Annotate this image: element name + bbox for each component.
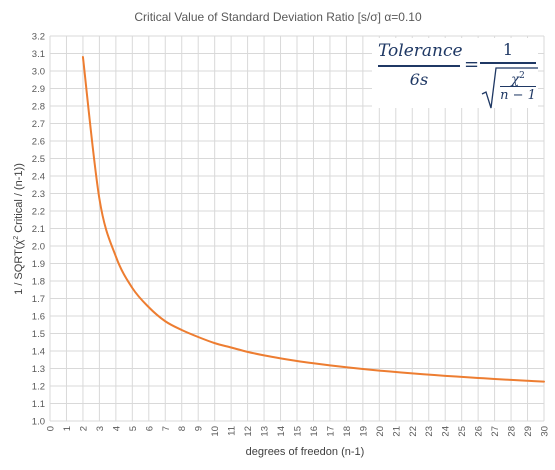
- x-tick-label: 16: [309, 426, 320, 437]
- y-tick-label: 3.2: [32, 32, 45, 43]
- y-tick-label: 1.0: [32, 417, 45, 428]
- y-tick-label: 1.2: [32, 382, 45, 393]
- y-tick-label: 1.1: [32, 399, 45, 410]
- x-tick-label: 8: [177, 426, 188, 431]
- x-tick-label: 0: [46, 426, 57, 431]
- x-tick-label: 29: [523, 426, 534, 437]
- x-tick-label: 25: [457, 426, 468, 437]
- x-tick-label: 10: [210, 426, 221, 437]
- formula-right-fraction: 1 χ2 n − 1: [480, 40, 538, 110]
- y-tick-label: 1.3: [32, 364, 45, 375]
- y-tick-label: 2.0: [32, 242, 45, 253]
- y-tick-label: 1.5: [32, 329, 45, 340]
- x-tick-label: 1: [62, 426, 73, 431]
- x-tick-label: 20: [375, 426, 386, 437]
- formula-n-minus-1: n − 1: [500, 87, 536, 103]
- x-axis-ticks: 0 1 2 3 4 5 6 7 8 9 10 11 12 13 14 15 16 17 18 19 20 21 22 23 24…: [46, 426, 551, 437]
- x-tick-label: 11: [227, 426, 238, 436]
- x-tick-label: 27: [490, 426, 501, 437]
- x-tick-label: 6: [144, 426, 155, 431]
- x-tick-label: 5: [128, 426, 139, 431]
- x-tick-label: 3: [95, 426, 106, 431]
- x-tick-label: 18: [342, 426, 353, 437]
- x-tick-label: 26: [474, 426, 485, 437]
- formula-left-fraction: Tolerance 6s: [378, 40, 463, 90]
- x-tick-label: 28: [507, 426, 518, 437]
- x-tick-label: 7: [161, 426, 172, 431]
- y-tick-label: 2.6: [32, 137, 45, 148]
- formula-inner-bar: [500, 85, 536, 87]
- y-tick-label: 3.0: [32, 67, 45, 78]
- x-tick-label: 30: [540, 426, 551, 437]
- x-tick-label: 23: [424, 426, 435, 437]
- y-tick-label: 2.3: [32, 189, 45, 200]
- y-tick-label: 2.7: [32, 119, 45, 130]
- x-tick-label: 14: [276, 426, 287, 437]
- y-axis-title-superscript: 2: [13, 236, 20, 240]
- x-tick-label: 21: [391, 426, 402, 437]
- x-tick-label: 22: [408, 426, 419, 437]
- y-tick-label: 1.7: [32, 294, 45, 305]
- formula-chi-squared: χ2: [500, 68, 536, 88]
- formula-6s: 6s: [409, 69, 429, 89]
- y-tick-label: 2.8: [32, 102, 45, 113]
- x-tick-label: 24: [441, 426, 452, 437]
- y-tick-label: 1.6: [32, 312, 45, 323]
- series-group: [81, 56, 545, 383]
- formula-right-bar: [480, 62, 536, 64]
- x-tick-label: 9: [194, 426, 205, 431]
- radical-sign-icon: [481, 66, 538, 108]
- x-tick-label: 13: [260, 426, 271, 437]
- x-tick-label: 4: [111, 426, 122, 431]
- gridlines: [49, 35, 545, 422]
- formula-one: 1: [502, 40, 514, 59]
- x-tick-label: 19: [358, 426, 369, 437]
- formula-chi-power: 2: [519, 70, 525, 81]
- y-tick-label: 2.1: [32, 224, 45, 235]
- y-tick-label: 1.4: [32, 347, 45, 358]
- y-tick-label: 1.8: [32, 277, 45, 288]
- x-tick-label: 17: [325, 426, 336, 437]
- x-tick-label: 15: [293, 426, 304, 437]
- y-axis-ticks: 1.0 1.1 1.2 1.3 1.4 1.5 1.6 1.7 1.8 1.9 2.0 2.1 2.2 2…: [32, 32, 45, 428]
- chart-title: Critical Value of Standard Deviation Rat…: [134, 10, 422, 24]
- formula-equals: =: [464, 54, 480, 75]
- formula-tolerance: Tolerance: [378, 41, 463, 61]
- formula-chi: χ: [511, 71, 520, 87]
- y-tick-label: 2.9: [32, 84, 45, 95]
- series-line: [81, 56, 545, 383]
- formula-radical: χ2 n − 1: [480, 66, 538, 110]
- x-axis-title: degrees of freedon (n-1): [246, 446, 365, 458]
- y-tick-label: 2.5: [32, 154, 45, 165]
- y-tick-label: 3.1: [32, 49, 45, 60]
- y-axis-title-main: 1 / SQRT(χ: [13, 240, 25, 295]
- y-tick-label: 1.9: [32, 259, 45, 270]
- x-tick-label: 2: [78, 426, 89, 431]
- y-tick-label: 2.2: [32, 207, 45, 218]
- x-tick-label: 12: [243, 426, 254, 437]
- y-axis-title-rest: Critical / (n-1)): [13, 163, 25, 236]
- formula-left-bar: [378, 65, 460, 67]
- y-axis-title: 1 / SQRT(χ2 Critical / (n-1)): [13, 163, 25, 295]
- formula-box: Tolerance 6s = 1 χ2 n − 1: [372, 38, 538, 108]
- y-tick-label: 2.4: [32, 172, 45, 183]
